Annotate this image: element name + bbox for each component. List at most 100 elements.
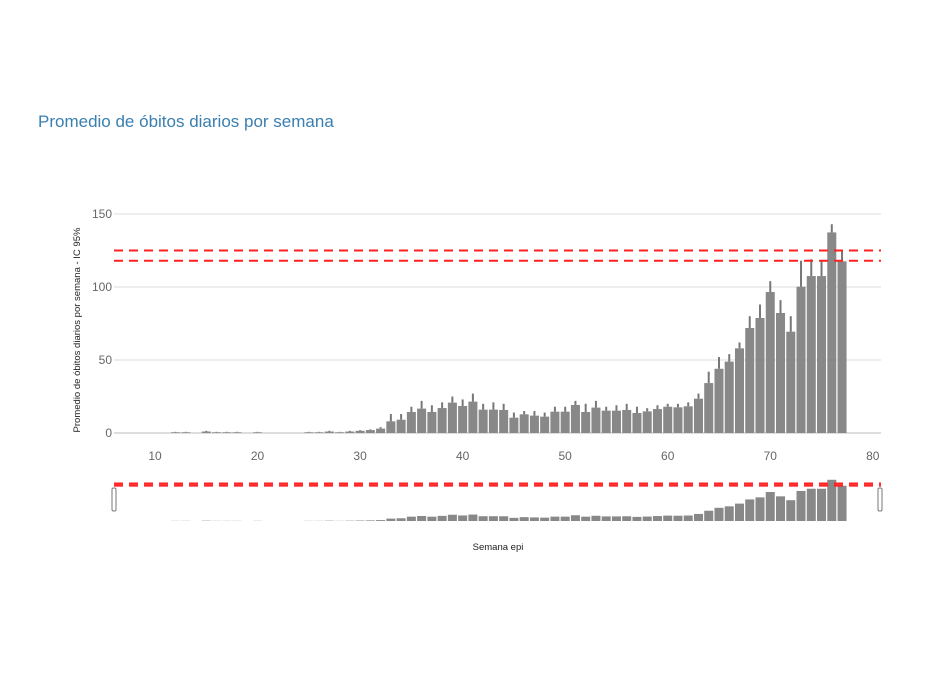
mini-bar [529,517,539,521]
bar [488,409,498,433]
mini-bar [509,517,519,521]
bar [632,412,642,433]
mini-bar [765,492,775,521]
mini-bar [622,516,632,521]
mini-bar [406,516,416,521]
bar [335,432,345,433]
bar [519,414,529,433]
bar [581,411,591,433]
bar [622,409,632,433]
bar [560,411,570,433]
bars [171,224,847,433]
x-tick-label: 30 [353,449,367,463]
mini-bar [827,479,837,521]
y-tick-labels: 0 50 100 150 [92,207,112,440]
bar [827,232,837,433]
mini-bar [673,515,683,521]
bar [775,312,786,433]
x-axis-label: Semana epi [473,542,524,553]
mini-bar [458,515,468,521]
mini-bar [540,517,550,521]
mini-bar [376,520,386,521]
bar [837,261,847,433]
bar [253,432,263,433]
mini-bar [417,515,427,521]
bar [601,410,611,433]
bar [550,411,560,433]
x-tick-label: 20 [251,449,265,463]
mini-bar [734,503,745,521]
bar [806,276,816,433]
mini-bar [786,500,796,521]
range-handle-left[interactable] [111,487,117,512]
bar [786,331,796,433]
reference-lines [114,249,881,262]
y-tick-label: 150 [92,207,112,221]
bar [365,430,375,433]
bar [406,411,416,433]
y-tick-label: 50 [99,353,113,367]
bar [447,402,457,433]
bar [314,432,324,433]
bar [222,432,232,433]
mini-bar [611,516,621,521]
bar [232,432,242,433]
mini-bar [652,516,662,521]
bar [355,430,365,433]
mini-bar [724,506,734,521]
mini-bar [447,514,457,521]
bar [734,348,745,433]
bar [817,276,827,433]
mini-bar [468,514,478,521]
x-tick-labels: 10 20 30 40 50 60 70 80 [148,449,879,463]
x-tick-label: 40 [456,449,470,463]
bar [714,368,724,433]
mini-bar [704,510,714,521]
mini-bar [683,515,693,521]
bar [663,406,673,433]
bar [181,432,191,433]
mini-bar [488,516,498,521]
bar [376,428,386,433]
range-slider[interactable] [111,479,883,521]
bar [540,416,550,433]
mini-bar [837,485,847,521]
bar [755,317,765,433]
bar [386,421,396,433]
mini-bar [478,516,488,521]
bar [212,432,222,433]
bar [673,407,683,433]
x-tick-label: 80 [866,449,880,463]
range-handle-right[interactable] [877,487,883,512]
mini-bar [806,488,816,521]
mini-bar [796,490,806,521]
mini-bar [396,518,406,521]
bar [201,431,211,433]
mini-bar [663,515,673,521]
bar [417,408,427,433]
bar [724,361,734,433]
bar [499,409,509,433]
bar [704,383,714,433]
mini-bar [591,515,601,521]
bar [570,404,580,433]
bar [652,409,662,433]
bar [611,410,621,433]
mini-bar [601,516,611,521]
mini-bar [437,515,447,521]
mini-bar [499,516,509,521]
bar [478,409,488,433]
bar [693,398,703,433]
x-tick-label: 70 [764,449,778,463]
mini-bar [550,516,560,521]
bar [683,406,693,433]
bar [642,411,652,433]
bar [745,328,755,433]
bar [796,286,806,433]
mini-bar [817,488,827,521]
x-tick-label: 10 [148,449,162,463]
bar [437,408,447,433]
mini-bar [775,496,786,521]
mini-bar [714,507,724,521]
